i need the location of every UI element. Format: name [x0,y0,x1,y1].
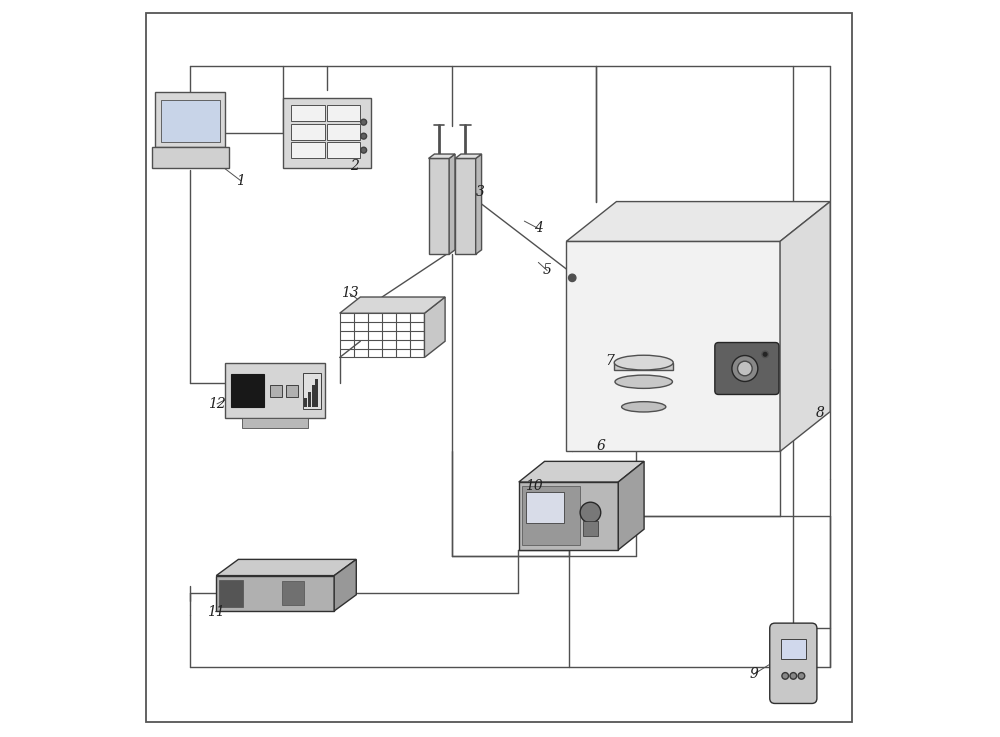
Circle shape [798,673,805,680]
Circle shape [361,147,367,153]
FancyBboxPatch shape [315,379,318,407]
FancyBboxPatch shape [327,142,360,158]
FancyBboxPatch shape [308,391,311,407]
FancyBboxPatch shape [225,363,325,419]
FancyBboxPatch shape [291,142,325,158]
FancyBboxPatch shape [161,100,220,142]
Polygon shape [519,461,644,482]
Text: 10: 10 [525,480,543,493]
FancyBboxPatch shape [614,363,673,370]
FancyBboxPatch shape [519,482,618,550]
FancyBboxPatch shape [327,105,360,122]
FancyBboxPatch shape [327,124,360,140]
Text: 4: 4 [534,222,543,235]
Text: 13: 13 [341,287,359,300]
FancyBboxPatch shape [283,98,371,168]
Text: 11: 11 [207,605,224,618]
Polygon shape [476,154,482,254]
Polygon shape [780,201,830,451]
FancyBboxPatch shape [231,374,264,408]
Polygon shape [424,297,445,357]
FancyBboxPatch shape [303,373,321,408]
Text: 1: 1 [236,174,245,187]
Text: 2: 2 [350,159,359,172]
FancyBboxPatch shape [526,492,564,523]
FancyBboxPatch shape [152,147,229,168]
Polygon shape [429,154,455,158]
Ellipse shape [622,402,666,412]
Circle shape [732,355,758,382]
Text: 5: 5 [543,264,552,277]
FancyBboxPatch shape [270,385,282,397]
FancyBboxPatch shape [429,158,449,254]
FancyBboxPatch shape [719,346,775,391]
FancyBboxPatch shape [291,105,325,122]
Polygon shape [334,559,356,611]
FancyBboxPatch shape [522,486,580,545]
Ellipse shape [615,375,672,388]
FancyBboxPatch shape [155,92,225,147]
Circle shape [790,673,797,680]
Polygon shape [449,154,455,254]
FancyBboxPatch shape [455,158,476,254]
Polygon shape [618,461,644,550]
FancyBboxPatch shape [219,580,243,607]
Ellipse shape [614,355,673,370]
Circle shape [569,274,576,282]
Circle shape [361,133,367,139]
Circle shape [580,502,601,523]
FancyBboxPatch shape [291,124,325,140]
FancyBboxPatch shape [566,242,780,451]
FancyBboxPatch shape [583,521,598,537]
Polygon shape [216,559,356,576]
FancyBboxPatch shape [216,576,334,611]
Text: 6: 6 [597,439,605,453]
Circle shape [762,351,768,357]
Polygon shape [455,154,482,158]
FancyBboxPatch shape [286,385,298,397]
Circle shape [738,361,752,376]
Text: 8: 8 [815,406,824,419]
Polygon shape [340,297,445,313]
Text: 7: 7 [605,354,614,368]
Text: 9: 9 [749,668,758,681]
FancyBboxPatch shape [242,419,308,427]
FancyBboxPatch shape [312,385,315,407]
Circle shape [361,119,367,125]
FancyBboxPatch shape [282,581,304,605]
FancyBboxPatch shape [304,398,307,407]
Polygon shape [566,201,830,242]
FancyBboxPatch shape [770,624,817,703]
Circle shape [782,673,789,680]
Text: 3: 3 [476,185,485,198]
FancyBboxPatch shape [781,640,806,659]
Text: 12: 12 [208,397,226,411]
FancyBboxPatch shape [715,343,779,394]
